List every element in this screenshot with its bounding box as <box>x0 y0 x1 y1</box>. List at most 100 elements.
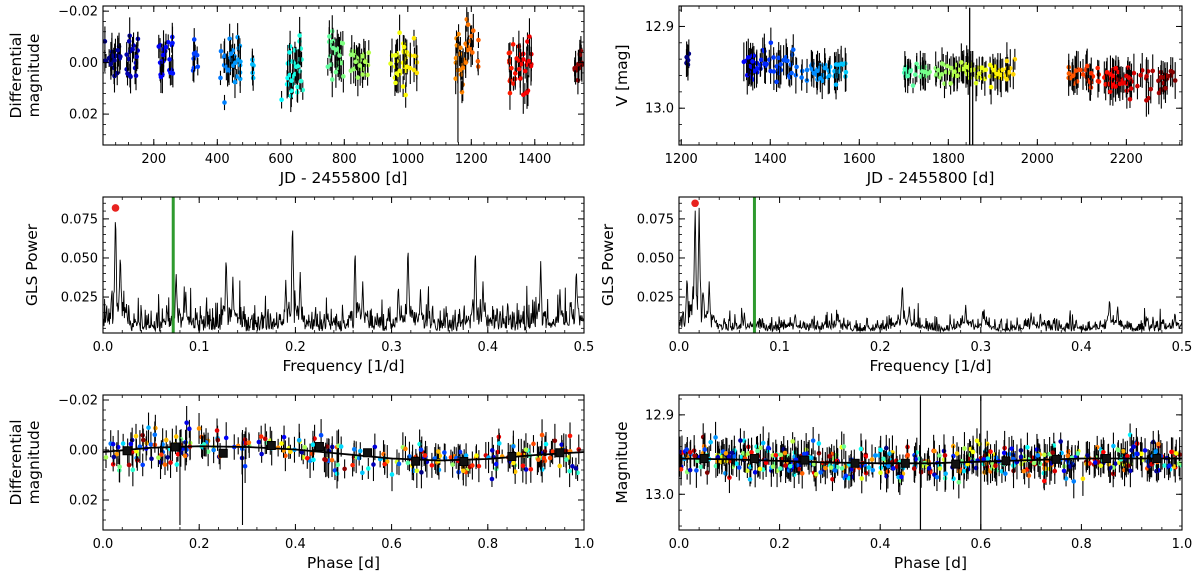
p5-point <box>246 440 252 445</box>
p6-point <box>773 452 779 458</box>
p5-point <box>523 467 529 472</box>
p1-point <box>295 63 301 69</box>
p1-point <box>329 28 335 34</box>
p1-point <box>465 22 471 27</box>
p2-point <box>1073 68 1079 73</box>
p6-point <box>738 438 743 443</box>
p6-point <box>849 466 854 472</box>
p6-point <box>813 471 819 477</box>
p2-point <box>1070 73 1076 79</box>
p4-ylabel: GLS Power <box>599 223 617 306</box>
p6-point <box>778 452 784 458</box>
p5-point <box>111 454 117 460</box>
p1-xtick-label: 200 <box>141 152 166 167</box>
p2-point <box>987 73 993 79</box>
p5-point <box>283 453 288 459</box>
p6-point <box>993 455 999 461</box>
p6-point <box>704 470 710 475</box>
p6-point <box>747 477 753 482</box>
p6-point <box>752 470 758 475</box>
p2-point <box>948 81 953 86</box>
p1-xtick-label: 600 <box>268 152 293 167</box>
p5-point <box>351 447 357 452</box>
p6-point <box>878 470 883 476</box>
p6-point <box>1034 447 1040 452</box>
p6-point <box>846 475 852 481</box>
p2-point <box>1150 68 1156 74</box>
p6-point <box>828 465 834 470</box>
p6-xtick-label: 0.8 <box>1071 537 1092 552</box>
p5-point <box>128 441 134 447</box>
p6-point <box>866 465 872 470</box>
p2-point <box>979 65 985 70</box>
p6-point <box>1176 461 1182 466</box>
p6-point <box>757 466 763 472</box>
p2-point <box>912 72 918 77</box>
p2-xlabel: JD - 2455800 [d] <box>866 169 995 187</box>
p6-ylabel: Magnitude <box>613 421 631 503</box>
p5-ytick-label: 0.02 <box>69 494 98 509</box>
p2-point <box>793 72 799 78</box>
p5-point <box>371 462 376 467</box>
p5-binned-point <box>170 442 180 452</box>
p1-point <box>397 30 402 35</box>
p5-point <box>318 432 324 438</box>
p5-point <box>470 463 475 468</box>
p6-xtick-label: 0.0 <box>669 537 690 552</box>
p6-binned-point <box>1051 454 1061 464</box>
p6-point <box>679 449 682 455</box>
p1-point <box>227 36 232 42</box>
p6-point <box>943 471 948 476</box>
p6-point <box>1116 447 1121 453</box>
p4-xtick-label: 0.2 <box>870 340 891 355</box>
p1-point <box>160 52 166 58</box>
p6-point <box>823 465 828 471</box>
p1-point <box>401 44 407 50</box>
p6-point <box>1001 450 1007 456</box>
p5-point <box>159 452 164 457</box>
p1-point <box>394 71 399 76</box>
p1-point <box>112 57 117 63</box>
p1-point <box>516 66 522 72</box>
p2-point <box>908 68 913 74</box>
p6-axes: 0.0 0.2 0.4 0.6 0.8 1.0 12.9 13.0 Phase [d] Magni… <box>613 394 1193 572</box>
p5-point <box>489 448 495 453</box>
p5-point <box>366 466 371 471</box>
p2-point <box>976 71 982 76</box>
p5-point <box>140 432 145 438</box>
p6-point <box>1075 451 1081 456</box>
p5-binned-point <box>555 448 565 458</box>
p5-point <box>539 432 545 438</box>
p5-point <box>259 451 264 457</box>
p2-point <box>1148 86 1154 92</box>
p1-point <box>471 28 476 33</box>
p5-point <box>489 476 495 482</box>
p5-binned-point <box>314 442 324 451</box>
p5-xtick-label: 0.0 <box>93 537 114 552</box>
p2-point <box>768 40 774 46</box>
p1-point <box>329 77 335 82</box>
p2-point <box>974 75 980 80</box>
p1-point <box>476 37 481 43</box>
p6-xtick-label: 1.0 <box>1172 537 1193 552</box>
p1-point <box>510 42 516 47</box>
p2-point <box>939 61 945 66</box>
p1-point <box>572 65 577 71</box>
p6-point <box>830 477 835 482</box>
p2-point <box>776 55 782 61</box>
p2-point <box>948 65 954 71</box>
p2-point <box>922 69 928 75</box>
p2-point <box>1110 73 1116 79</box>
p2-xtick-label: 2000 <box>1021 152 1054 167</box>
p6-point <box>886 463 891 469</box>
p5-point <box>173 434 179 439</box>
p3-ytick-label: 0.025 <box>61 291 98 306</box>
p5-point <box>211 447 216 453</box>
p5-xtick-label: 0.2 <box>189 537 210 552</box>
p2-point <box>939 71 945 77</box>
p6-point <box>1139 451 1144 457</box>
p1-point <box>525 39 530 44</box>
p6-point <box>911 466 917 471</box>
p2-xtick-label: 2200 <box>1110 152 1143 167</box>
p5-point <box>168 460 173 465</box>
